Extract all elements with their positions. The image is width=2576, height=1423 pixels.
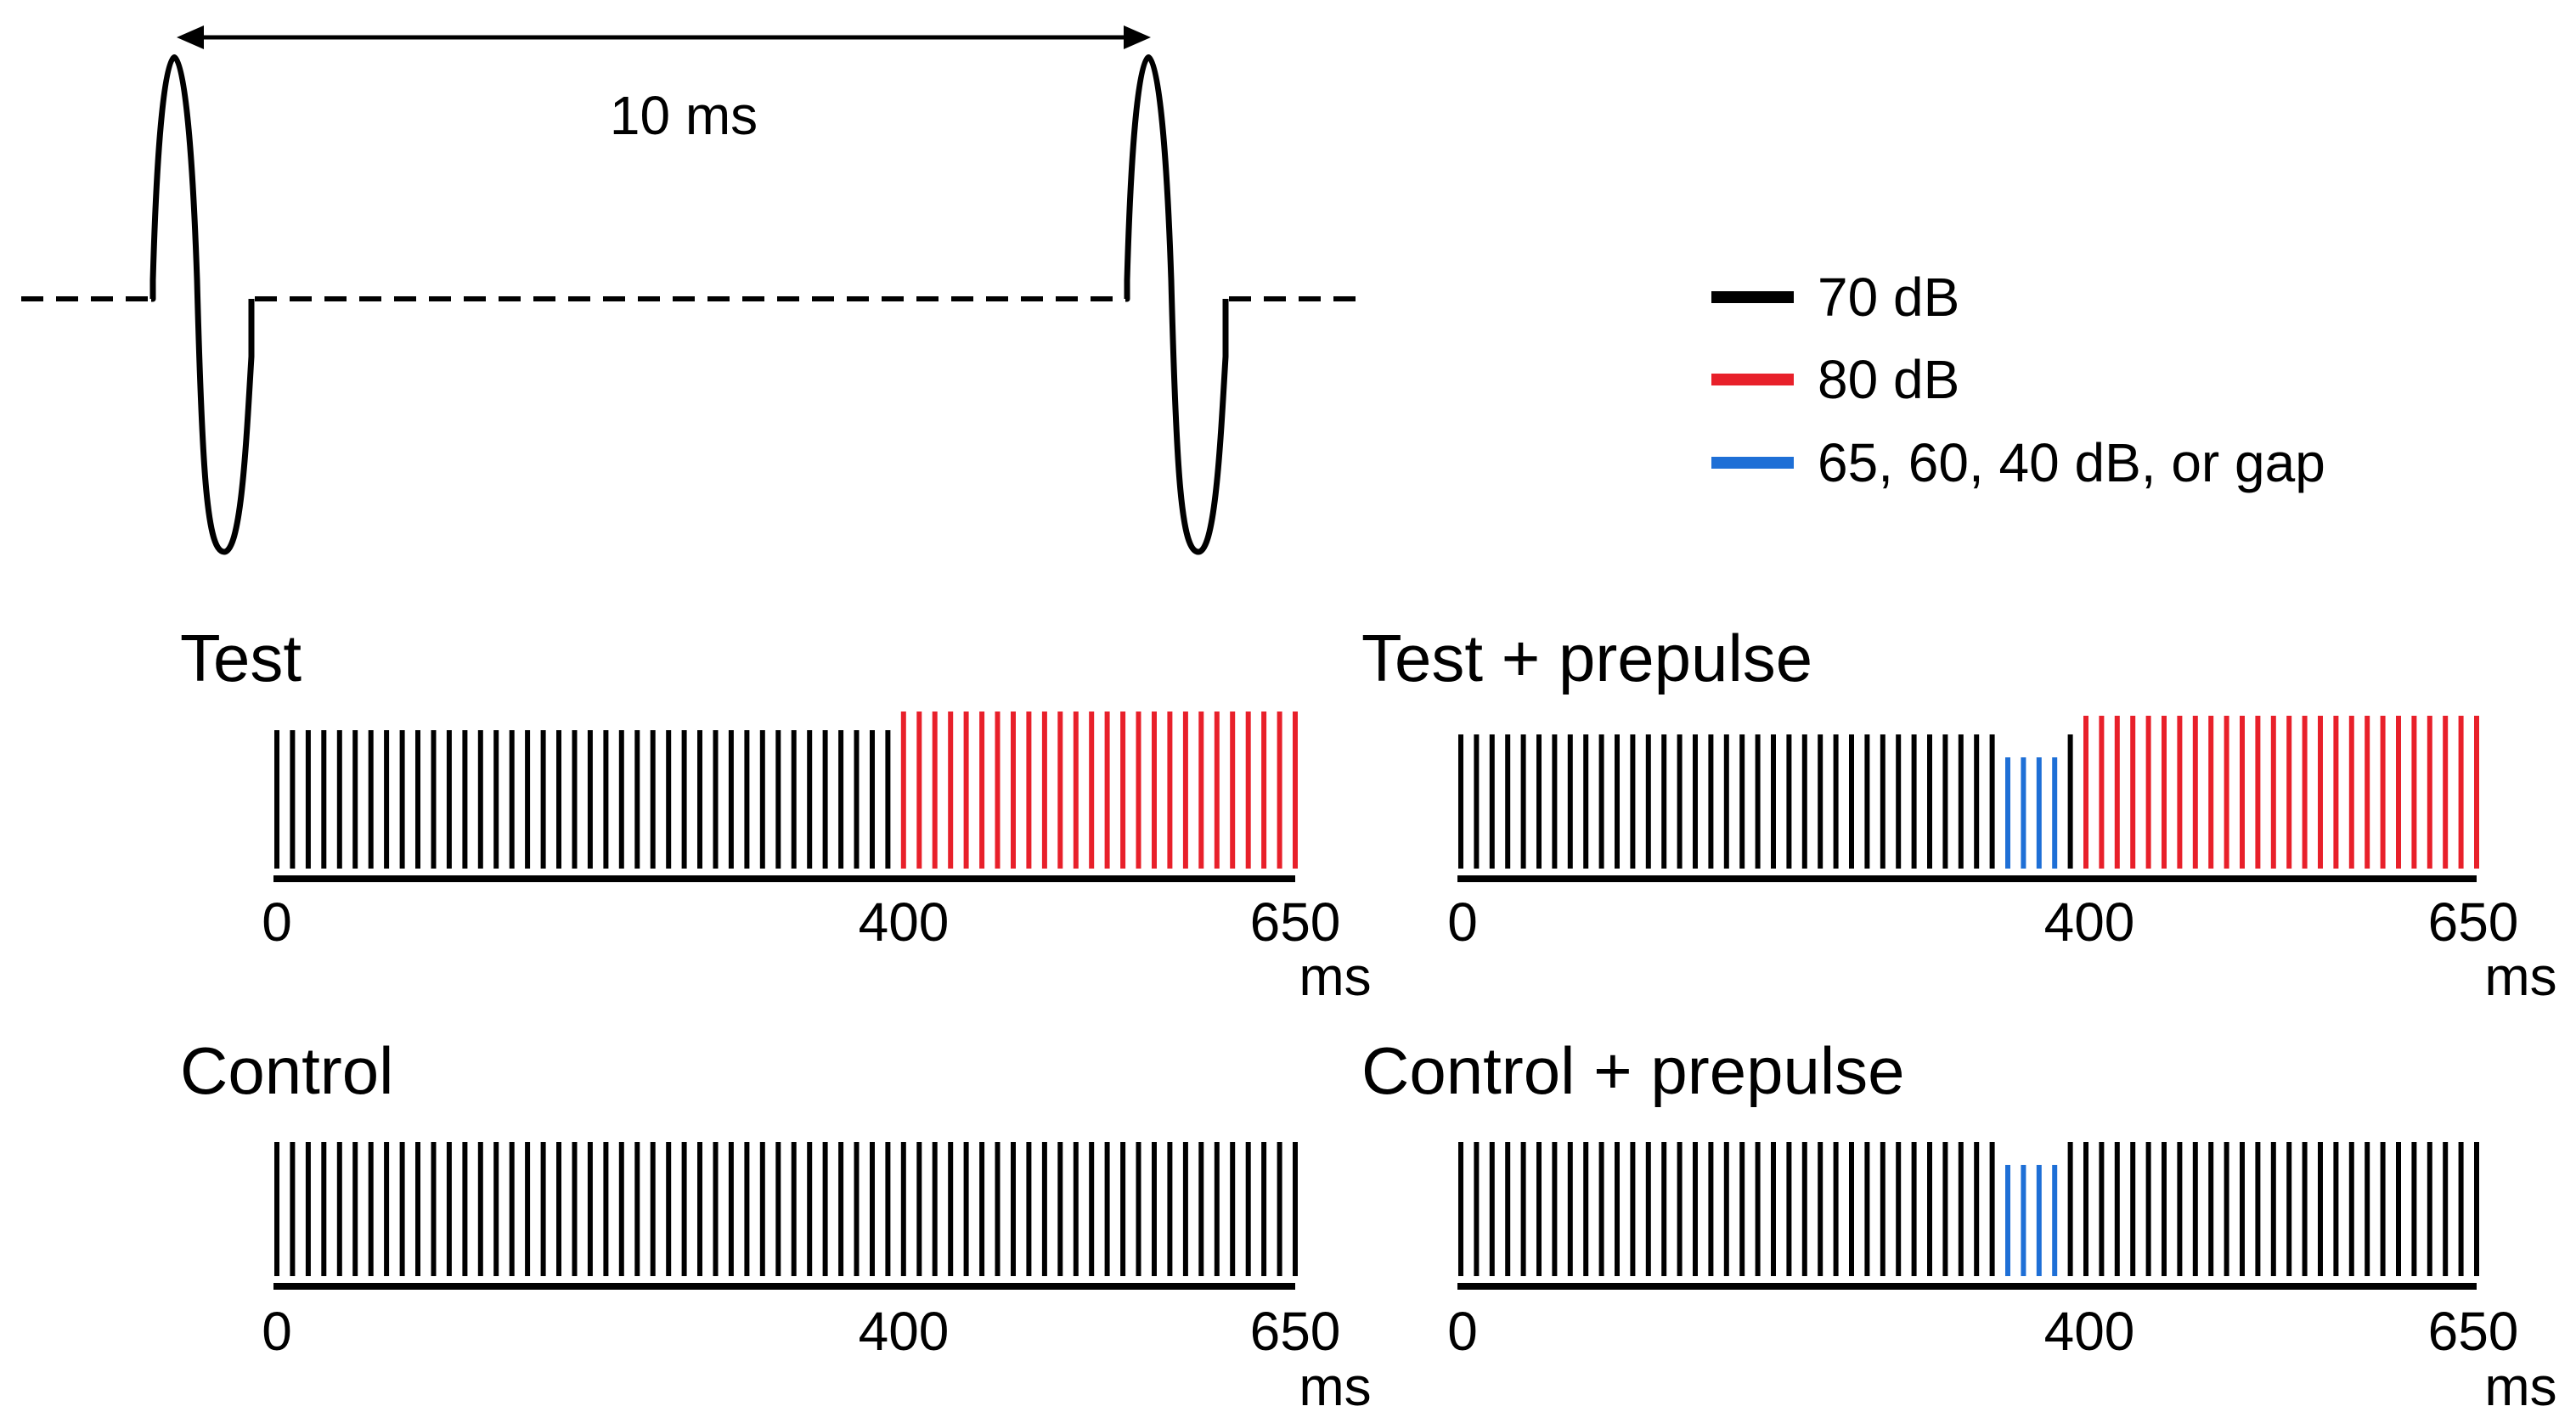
tick-label-0: 0 <box>1447 1301 1478 1362</box>
tick-label-400: 400 <box>859 1301 950 1362</box>
tick-label-400: 400 <box>859 891 950 953</box>
legend-item-80db: 80 dB <box>1711 349 1959 410</box>
tick-label-0: 0 <box>262 1301 292 1362</box>
axis-unit: ms <box>1299 946 1371 1007</box>
pulse-train <box>274 712 1298 869</box>
pulse-train <box>1458 716 2479 869</box>
tick-label-0: 0 <box>1447 891 1478 953</box>
legend: 70 dB 80 dB 65, 60, 40 dB, or gap <box>1711 267 2325 493</box>
legend-label-70db: 70 dB <box>1818 267 1959 328</box>
panel-test-prepulse: Test + prepulse 0 400 650 ms <box>1361 621 2557 1007</box>
tick-label-650: 650 <box>1250 1301 1341 1362</box>
click-pulse-1 <box>149 54 255 555</box>
panel-control-prepulse: Control + prepulse 0 400 650 ms <box>1361 1033 2557 1417</box>
panel-title: Control <box>180 1033 393 1108</box>
click-pulse-2 <box>1124 54 1229 555</box>
legend-label-80db: 80 dB <box>1818 349 1959 410</box>
tick-label-650: 650 <box>2428 891 2519 953</box>
panel-title: Test <box>180 621 302 695</box>
tick-label-650: 650 <box>1250 891 1341 953</box>
pulse-train <box>1458 1142 2479 1276</box>
click-waveform: 10 ms <box>21 25 1363 555</box>
legend-label-prepulse: 65, 60, 40 dB, or gap <box>1818 432 2325 493</box>
tick-label-650: 650 <box>2428 1301 2519 1362</box>
axis-unit: ms <box>2484 946 2556 1007</box>
period-arrow <box>177 25 1151 49</box>
tick-label-400: 400 <box>2044 891 2135 953</box>
axis-unit: ms <box>1299 1356 1371 1417</box>
tick-label-400: 400 <box>2044 1301 2135 1362</box>
pulse-train <box>274 1142 1298 1276</box>
panel-test: Test 0 400 650 ms <box>180 621 1372 1007</box>
axis-unit: ms <box>2484 1356 2556 1417</box>
panel-title: Test + prepulse <box>1361 621 1812 695</box>
tick-label-0: 0 <box>262 891 292 953</box>
panel-title: Control + prepulse <box>1361 1033 1905 1108</box>
period-label: 10 ms <box>610 85 758 146</box>
legend-item-70db: 70 dB <box>1711 267 1959 328</box>
panel-control: Control 0 400 650 ms <box>180 1033 1372 1417</box>
legend-item-prepulse: 65, 60, 40 dB, or gap <box>1711 432 2325 493</box>
